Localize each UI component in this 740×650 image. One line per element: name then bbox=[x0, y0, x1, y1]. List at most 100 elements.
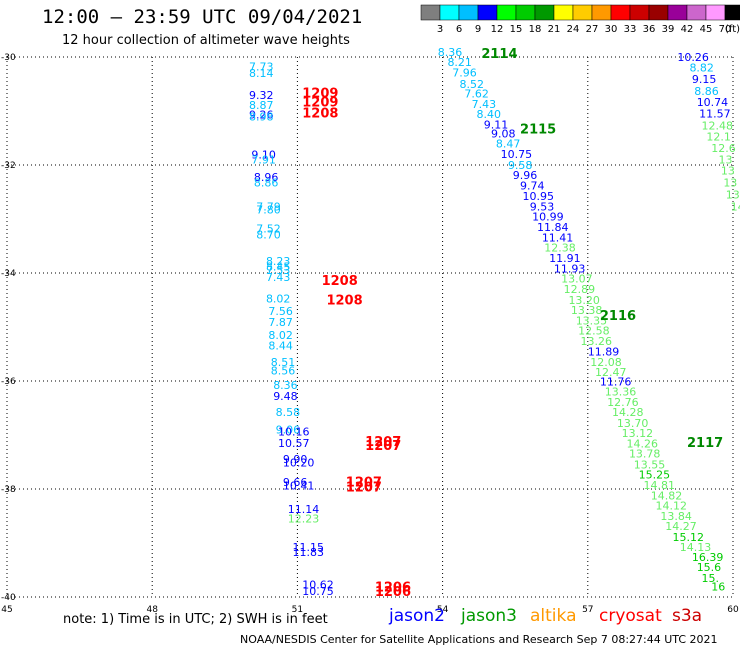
lat-tick-label: -30 bbox=[1, 53, 16, 63]
wave-height-value: 8.02 bbox=[268, 329, 293, 342]
wave-height-value: 12.38 bbox=[544, 241, 576, 254]
lon-tick-label: 57 bbox=[582, 605, 593, 615]
wave-height-value: 10.75 bbox=[501, 148, 533, 161]
wave-height-value: 12.47 bbox=[595, 366, 627, 379]
wave-height-value: 7.87 bbox=[268, 316, 293, 329]
wave-height-value: 9.10 bbox=[251, 149, 275, 162]
wave-height-value: 13 bbox=[726, 188, 740, 201]
wave-height-value: 13.35 bbox=[576, 314, 608, 327]
wave-height-value: 8.51 bbox=[271, 356, 296, 369]
colorbar-label: 45 bbox=[700, 24, 713, 35]
wave-height-value: 7.79 bbox=[256, 200, 281, 213]
wave-height-value: 14.27 bbox=[665, 520, 697, 533]
wave-height-value: 10.95 bbox=[522, 190, 554, 203]
wave-height-value: 8.44 bbox=[268, 340, 293, 353]
pass-time-label: 1208 bbox=[322, 274, 358, 289]
wave-height-value: 15. bbox=[702, 572, 720, 585]
wave-height-value: 13 bbox=[721, 165, 735, 178]
wave-height-value: 13 bbox=[718, 153, 732, 166]
map-title: 12:00 – 23:59 UTC 09/04/2021 bbox=[42, 6, 363, 28]
wave-height-value: 11.76 bbox=[600, 375, 632, 388]
wave-height-value: 11.57 bbox=[699, 107, 731, 120]
wave-height-map: 45 48 51 54 57 60 -30 -32 -34 -36 -38 -40 7.738.14 9.… bbox=[1, 46, 740, 615]
wave-height-value: 14 bbox=[731, 200, 740, 213]
wave-height-value: 12.6 bbox=[711, 142, 736, 155]
wave-height-value: 11.41 bbox=[542, 232, 574, 245]
colorbar-label: 39 bbox=[662, 24, 675, 35]
wave-height-value: 13.26 bbox=[581, 335, 613, 348]
wave-height-value: 11.93 bbox=[554, 262, 586, 275]
lat-tick-label: -34 bbox=[1, 269, 16, 279]
pass-time-label: 1207 bbox=[346, 481, 382, 496]
pass-time-label: 1207 bbox=[346, 475, 382, 490]
wave-height-value: 14.28 bbox=[612, 406, 644, 419]
wave-height-value: 9.96 bbox=[513, 169, 538, 182]
colorbar-label: 12 bbox=[491, 24, 504, 35]
colorbar-swatch bbox=[724, 4, 740, 21]
lat-tick-label: -32 bbox=[1, 161, 16, 171]
footer-note: note: 1) Time is in UTC; 2) SWH is in fe… bbox=[63, 612, 328, 627]
wave-height-value: 13.20 bbox=[568, 294, 600, 307]
pass-time-label: 1208 bbox=[302, 106, 338, 121]
satellite-label-s3a: s3a bbox=[672, 606, 703, 626]
wave-height-value: 8.23 bbox=[266, 255, 291, 268]
wave-height-value: 7.53 bbox=[266, 264, 291, 277]
wave-height-colorbar: 3 6 9 12 15 18 21 24 27 30 33 36 39 42 45 70(ft) bbox=[420, 4, 740, 35]
wave-height-value: 11.83 bbox=[293, 546, 325, 559]
wave-height-value: 13.70 bbox=[617, 417, 649, 430]
wave-height-value: 11.14 bbox=[288, 503, 320, 516]
wave-height-value: 7.43 bbox=[472, 98, 497, 111]
pass-time-label: 2115 bbox=[520, 123, 556, 138]
lat-tick-label: -40 bbox=[1, 593, 16, 603]
pass-time-label: 1209 bbox=[302, 96, 338, 111]
wave-height-value: 7.96 bbox=[452, 66, 477, 79]
wave-height-value: 14.81 bbox=[643, 479, 675, 492]
wave-height-value: 9.66 bbox=[283, 476, 308, 489]
wave-height-value: 13 bbox=[723, 177, 737, 190]
colorbar-label: 18 bbox=[529, 24, 542, 35]
wave-height-value: 13.78 bbox=[629, 448, 661, 461]
wave-height-value: 9.08 bbox=[491, 127, 516, 140]
map-subtitle: 12 hour collection of altimeter wave hei… bbox=[62, 33, 350, 48]
wave-height-value: 12.76 bbox=[607, 396, 639, 409]
wave-height-value: 7.80 bbox=[256, 204, 281, 217]
wave-height-value: 7.56 bbox=[268, 305, 293, 318]
colorbar-label: (ft) bbox=[725, 24, 740, 35]
lon-tick-label: 48 bbox=[146, 605, 158, 615]
wave-height-value: 9.48 bbox=[273, 390, 298, 403]
wave-height-value: 8.45 bbox=[266, 260, 291, 273]
wave-height-value: 8.70 bbox=[256, 228, 281, 241]
pass-time-label: 1206 bbox=[375, 581, 411, 596]
wave-height-value: 7.73 bbox=[249, 61, 274, 74]
wave-height-value: 15.12 bbox=[673, 531, 705, 544]
wave-height-value: 16.39 bbox=[692, 551, 724, 564]
wave-height-value: 14.26 bbox=[627, 437, 659, 450]
wave-height-value: 12.08 bbox=[590, 356, 622, 369]
lon-tick-label: 54 bbox=[437, 605, 449, 615]
wave-height-value: 15.25 bbox=[639, 469, 671, 482]
wave-height-value: 9.06 bbox=[276, 423, 301, 436]
wave-height-value: 10.75 bbox=[302, 585, 334, 598]
wave-height-value: 8.82 bbox=[689, 62, 714, 75]
wave-height-value: 8.40 bbox=[476, 108, 501, 121]
pass-time-label: 1206 bbox=[375, 585, 411, 600]
pass-time-label: 2117 bbox=[687, 436, 723, 451]
wave-height-value: 13.84 bbox=[660, 510, 692, 523]
satellite-label-jason2: jason2 bbox=[389, 606, 445, 626]
wave-height-value: 9.58 bbox=[508, 159, 533, 172]
wave-height-value: 8.86 bbox=[254, 177, 279, 190]
lat-tick-label: -38 bbox=[1, 485, 16, 495]
wave-height-value: 7.43 bbox=[266, 271, 291, 284]
pass-time-label: 1209 bbox=[302, 87, 338, 102]
wave-height-value: 10.74 bbox=[697, 96, 729, 109]
pass-time-label: 1207 bbox=[365, 435, 401, 450]
wave-height-value: 10.62 bbox=[302, 578, 334, 591]
colorbar-label: 33 bbox=[624, 24, 637, 35]
wave-height-value: 8.02 bbox=[266, 293, 291, 306]
pass-time-label: 1207 bbox=[365, 439, 401, 454]
wave-height-value: 8.14 bbox=[249, 67, 274, 80]
wave-height-value: 9.74 bbox=[520, 179, 545, 192]
wave-height-value: 8.96 bbox=[254, 171, 279, 184]
colorbar-label: 70 bbox=[719, 24, 732, 35]
wave-height-value: 9.26 bbox=[249, 109, 274, 122]
